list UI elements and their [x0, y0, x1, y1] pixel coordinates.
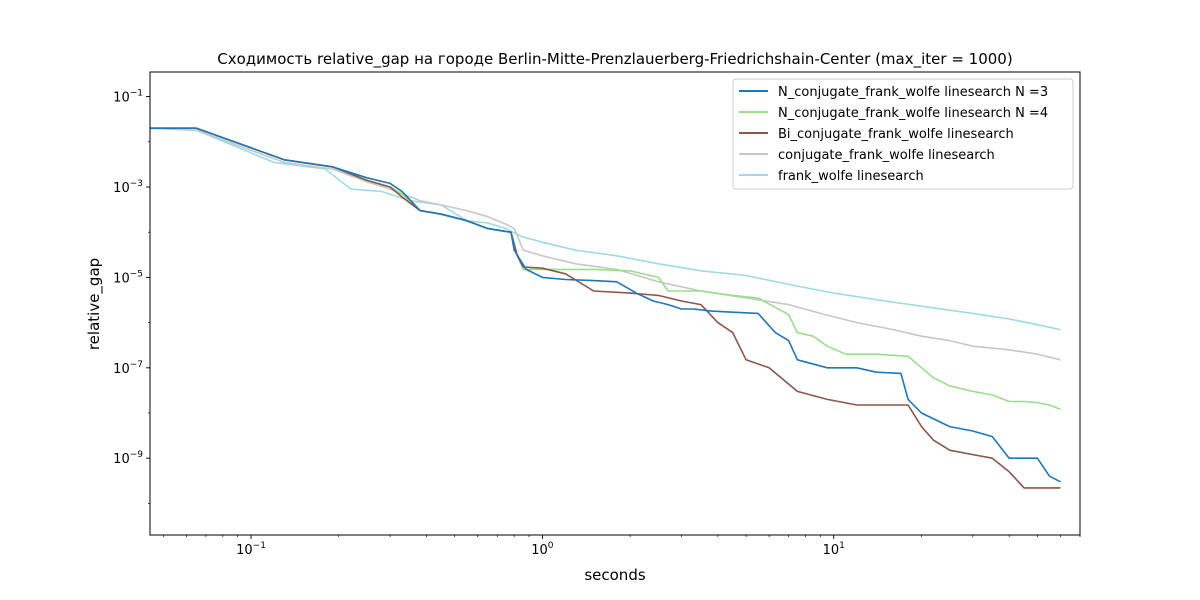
- series-line-2: [150, 127, 1061, 411]
- x-axis-label: seconds: [584, 566, 645, 584]
- y-tick-label: 10−5: [113, 269, 143, 286]
- legend: N_conjugate_frank_wolfe linesearch N =3 N…: [732, 78, 1074, 190]
- legend-label: N_conjugate_frank_wolfe linesearch N =4: [778, 106, 1048, 121]
- legend-label: N_conjugate_frank_wolfe linesearch N =3: [778, 85, 1048, 100]
- y-tick-label: 10−1: [113, 89, 143, 106]
- y-tick-label: 10−3: [113, 179, 143, 196]
- plot-frame: [149, 71, 1081, 536]
- y-tick-label: 10−9: [113, 450, 143, 467]
- y-axis-label: relative_gap: [85, 258, 104, 350]
- series-line-5: [149, 127, 1061, 331]
- x-tick-label: 100: [531, 541, 554, 558]
- series-line-3: [150, 127, 1061, 489]
- series-layer: [149, 127, 1061, 489]
- y-tick-label: 10−7: [113, 360, 143, 377]
- series-line-1: [150, 127, 1061, 483]
- series-line-4: [149, 127, 1061, 361]
- tick-layer: 10−1 100 101 10−9 10−7 10−5 10−3 10−1: [113, 89, 1081, 558]
- legend-label: Bi_conjugate_frank_wolfe linesearch: [778, 127, 1014, 142]
- x-tick-label: 101: [823, 541, 845, 558]
- legend-label: frank_wolfe linesearch: [778, 169, 924, 184]
- legend-box: [732, 78, 1074, 190]
- legend-label: conjugate_frank_wolfe linesearch: [778, 148, 995, 163]
- x-tick-label: 10−1: [236, 541, 266, 558]
- chart-title: Сходимость relative_gap на городе Berlin…: [217, 50, 1012, 69]
